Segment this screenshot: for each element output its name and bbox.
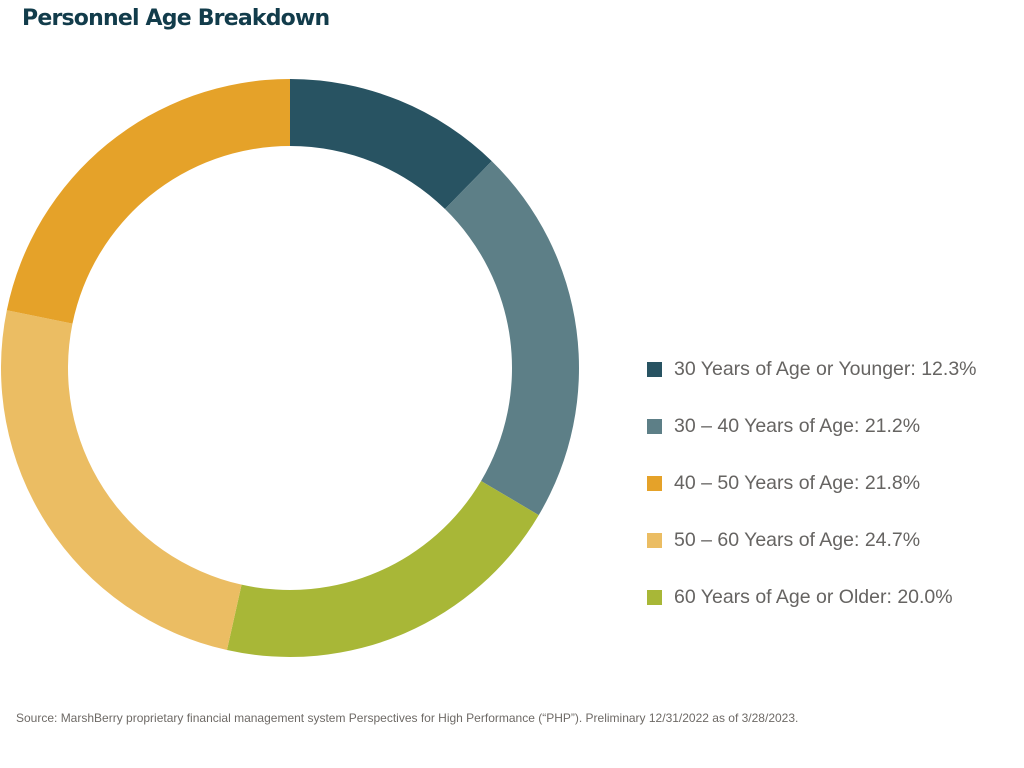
legend-swatch (647, 362, 662, 377)
legend-swatch (647, 590, 662, 605)
legend-item: 60 Years of Age or Older: 20.0% (647, 569, 977, 626)
legend-item: 30 – 40 Years of Age: 21.2% (647, 398, 977, 455)
chart-title: Personnel Age Breakdown (22, 6, 330, 31)
donut-slice (0, 310, 242, 651)
donut-slice (226, 481, 539, 657)
donut-slice (290, 79, 492, 210)
legend-label: 30 – 40 Years of Age: 21.2% (674, 415, 921, 437)
donut-slice (6, 79, 290, 324)
legend-swatch (647, 419, 662, 434)
legend-swatch (647, 476, 662, 491)
legend-item: 50 – 60 Years of Age: 24.7% (647, 512, 977, 569)
legend-item: 30 Years of Age or Younger: 12.3% (647, 341, 977, 398)
donut-segments (0, 79, 580, 657)
legend-swatch (647, 533, 662, 548)
chart-legend: 30 Years of Age or Younger: 12.3% 30 – 4… (647, 341, 977, 626)
legend-label: 40 – 50 Years of Age: 21.8% (674, 472, 921, 494)
legend-item: 40 – 50 Years of Age: 21.8% (647, 455, 977, 512)
legend-label: 60 Years of Age or Older: 20.0% (674, 586, 953, 608)
legend-label: 30 Years of Age or Younger: 12.3% (674, 358, 977, 380)
donut-chart (0, 79, 580, 657)
legend-label: 50 – 60 Years of Age: 24.7% (674, 529, 921, 551)
donut-slice (444, 161, 580, 516)
source-note: Source: MarshBerry proprietary financial… (16, 711, 799, 725)
